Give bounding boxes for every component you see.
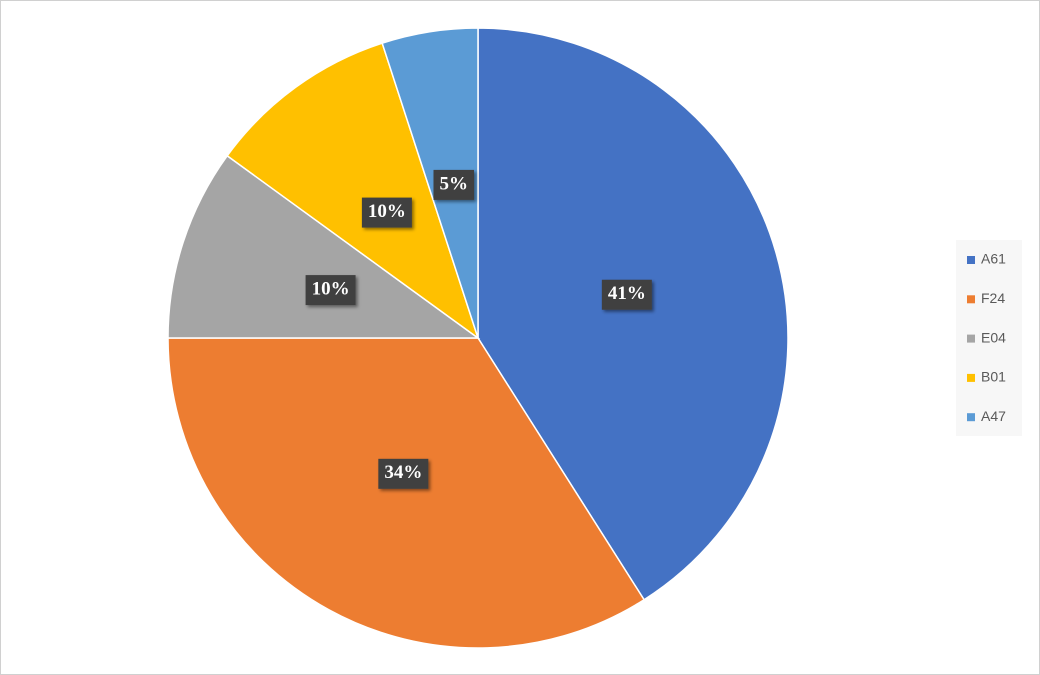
- legend-swatch: [967, 373, 975, 382]
- legend-label: A47: [981, 408, 1006, 424]
- legend-label: F24: [981, 290, 1005, 306]
- pie-slice: [167, 154, 481, 339]
- data-label-text: 41%: [608, 283, 646, 304]
- pie: [167, 27, 789, 649]
- data-label: 10%: [361, 197, 412, 228]
- pie-slice: [381, 27, 479, 339]
- data-label: 10%: [305, 275, 356, 306]
- legend-label: E04: [981, 329, 1006, 345]
- data-label-bg: [305, 275, 356, 306]
- data-label: 41%: [601, 279, 652, 310]
- data-label-bg: [601, 279, 652, 310]
- data-label-bg: [361, 197, 412, 228]
- data-labels: 41% 34% 10% 10% 5%: [305, 169, 652, 489]
- data-label-text: 10%: [312, 278, 350, 299]
- legend-label: B01: [981, 369, 1006, 385]
- data-label-text: 10%: [368, 201, 406, 222]
- pie-slice: [167, 337, 646, 649]
- legend-swatch: [967, 295, 975, 304]
- pie-slice: [226, 42, 480, 340]
- data-label-text: 5%: [440, 173, 469, 194]
- data-label: 5%: [433, 169, 475, 200]
- legend-label: A61: [981, 251, 1006, 267]
- data-label-bg: [433, 169, 475, 200]
- data-label-bg: [378, 458, 429, 489]
- legend-swatch: [967, 413, 975, 422]
- data-label: 34%: [378, 458, 429, 489]
- data-label-text: 34%: [384, 462, 422, 483]
- pie-slice: [477, 27, 789, 601]
- legend-swatch: [967, 256, 975, 264]
- legend: A61 F24 E04 B01 A47: [967, 251, 1006, 424]
- legend-swatch: [967, 334, 975, 343]
